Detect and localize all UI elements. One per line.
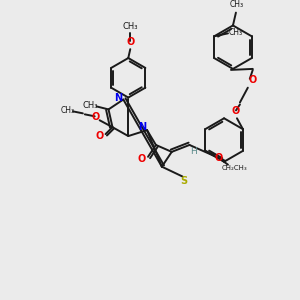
Text: CH₃: CH₃ xyxy=(229,28,243,37)
Text: H: H xyxy=(190,147,197,156)
Text: CH₂CH₃: CH₂CH₃ xyxy=(222,165,248,171)
Text: O: O xyxy=(232,106,240,116)
Text: S: S xyxy=(180,176,187,185)
Text: O: O xyxy=(95,131,104,141)
Text: O: O xyxy=(215,153,223,163)
Text: O: O xyxy=(138,154,146,164)
Text: CH₃: CH₃ xyxy=(82,101,98,110)
Text: O: O xyxy=(249,75,257,85)
Text: CH₃: CH₃ xyxy=(230,0,244,9)
Text: N: N xyxy=(114,92,122,103)
Text: CH₃: CH₃ xyxy=(122,22,138,31)
Text: O: O xyxy=(92,112,100,122)
Text: O: O xyxy=(126,37,134,47)
Text: CH₃: CH₃ xyxy=(61,106,75,115)
Text: N: N xyxy=(138,122,146,132)
